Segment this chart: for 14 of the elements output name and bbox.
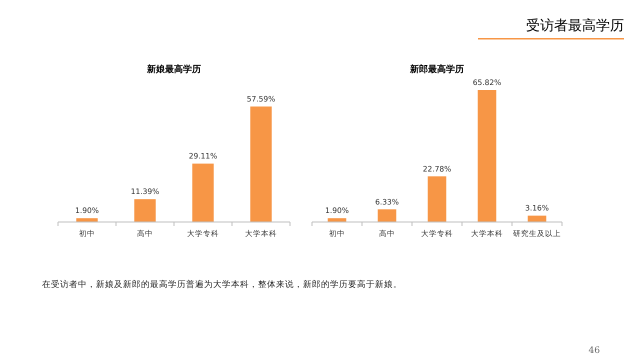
- bar: [250, 106, 272, 222]
- text: 受访者最高学历: [526, 18, 624, 34]
- bar: [134, 199, 156, 222]
- bar: [528, 216, 546, 222]
- bar: [76, 218, 98, 222]
- bar: [328, 218, 346, 222]
- chart-title: 新娘最高学历: [146, 64, 201, 75]
- chart-title: 新郎最高学历: [409, 64, 464, 75]
- text: 在受访者中，新娘及新郎的最高学历普遍为大学本科，整体来说，新郎的学历要高于新娘。: [42, 279, 402, 290]
- bar: [378, 209, 396, 222]
- bar: [478, 90, 496, 222]
- bar: [192, 164, 214, 222]
- text: 46: [588, 346, 600, 356]
- bar: [428, 176, 446, 222]
